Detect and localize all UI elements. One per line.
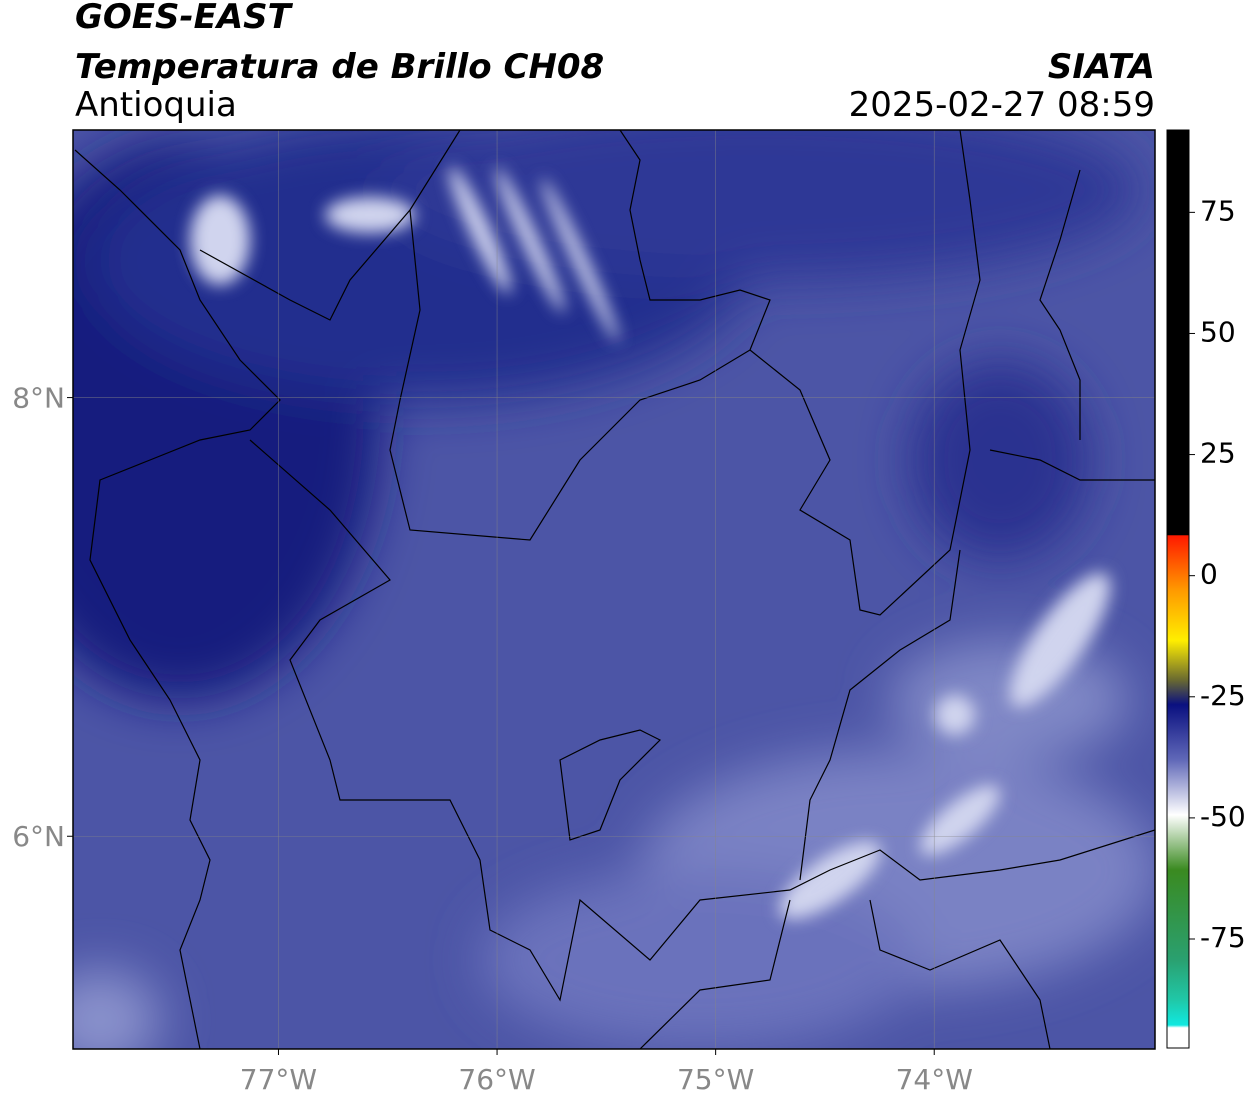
y-tick-label: 8°N <box>12 382 65 415</box>
colorbar-tick-label: -75 <box>1200 921 1246 954</box>
x-tick-label: 74°W <box>896 1063 973 1096</box>
colorbar-tick-label: -50 <box>1200 800 1246 833</box>
colorbar-tick-label: 0 <box>1200 558 1218 591</box>
map-frame <box>72 129 1156 1050</box>
region: Antioquia <box>75 85 237 125</box>
colorbar-tick-label: 25 <box>1200 437 1236 470</box>
title: GOES-EAST <box>75 0 294 37</box>
subtitle: Temperatura de Brillo CH08 <box>75 47 604 87</box>
colorbar-tick-label: -25 <box>1200 679 1246 712</box>
x-tick-label: 76°W <box>458 1063 535 1096</box>
grid <box>73 130 1155 1049</box>
x-tick-label: 75°W <box>677 1063 754 1096</box>
colorbar-tick-label: 75 <box>1200 194 1236 227</box>
colorbar-tick-label: 50 <box>1200 315 1236 348</box>
x-tick-label: 77°W <box>240 1063 317 1096</box>
source: SIATA <box>1048 47 1155 87</box>
colorbar <box>1166 129 1190 1049</box>
datetime: 2025-02-27 08:59 <box>849 85 1155 125</box>
map-image <box>73 130 1155 1049</box>
y-tick-label: 6°N <box>12 820 65 853</box>
